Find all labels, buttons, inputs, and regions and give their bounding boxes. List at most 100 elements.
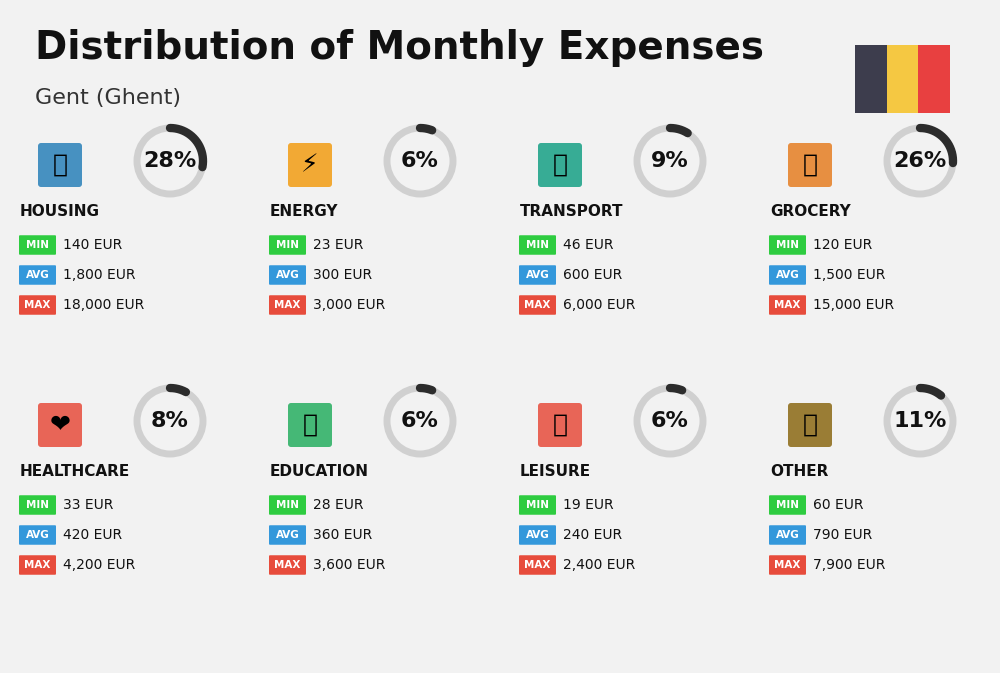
FancyBboxPatch shape bbox=[769, 295, 806, 315]
Text: 60 EUR: 60 EUR bbox=[813, 498, 864, 512]
FancyBboxPatch shape bbox=[538, 403, 582, 447]
Text: 6%: 6% bbox=[651, 411, 689, 431]
Text: 3,600 EUR: 3,600 EUR bbox=[313, 558, 385, 572]
Text: 🛍: 🛍 bbox=[552, 413, 568, 437]
Text: 6%: 6% bbox=[401, 411, 439, 431]
Text: TRANSPORT: TRANSPORT bbox=[520, 203, 624, 219]
FancyBboxPatch shape bbox=[519, 525, 556, 544]
Text: 8%: 8% bbox=[151, 411, 189, 431]
FancyBboxPatch shape bbox=[269, 236, 306, 255]
Text: 1,800 EUR: 1,800 EUR bbox=[63, 268, 136, 282]
FancyBboxPatch shape bbox=[269, 295, 306, 315]
Text: 15,000 EUR: 15,000 EUR bbox=[813, 298, 894, 312]
Text: 1,500 EUR: 1,500 EUR bbox=[813, 268, 885, 282]
Text: MIN: MIN bbox=[776, 240, 799, 250]
Text: 2,400 EUR: 2,400 EUR bbox=[563, 558, 635, 572]
FancyBboxPatch shape bbox=[38, 143, 82, 187]
Text: HEALTHCARE: HEALTHCARE bbox=[20, 464, 130, 479]
Text: HOUSING: HOUSING bbox=[20, 203, 100, 219]
FancyBboxPatch shape bbox=[288, 403, 332, 447]
FancyBboxPatch shape bbox=[19, 495, 56, 515]
Text: GROCERY: GROCERY bbox=[770, 203, 851, 219]
Text: MIN: MIN bbox=[26, 500, 49, 510]
Text: AVG: AVG bbox=[26, 530, 49, 540]
Text: 33 EUR: 33 EUR bbox=[63, 498, 113, 512]
Text: 28 EUR: 28 EUR bbox=[313, 498, 364, 512]
Text: 140 EUR: 140 EUR bbox=[63, 238, 122, 252]
FancyBboxPatch shape bbox=[19, 295, 56, 315]
Text: 28%: 28% bbox=[143, 151, 197, 171]
Text: AVG: AVG bbox=[526, 270, 549, 280]
FancyBboxPatch shape bbox=[19, 555, 56, 575]
Text: MIN: MIN bbox=[526, 240, 549, 250]
Text: ❤: ❤ bbox=[50, 413, 70, 437]
FancyBboxPatch shape bbox=[288, 143, 332, 187]
Text: 🛒: 🛒 bbox=[802, 153, 818, 177]
Text: 790 EUR: 790 EUR bbox=[813, 528, 872, 542]
FancyBboxPatch shape bbox=[855, 45, 887, 113]
Text: 🏢: 🏢 bbox=[52, 153, 68, 177]
Text: MIN: MIN bbox=[526, 500, 549, 510]
FancyBboxPatch shape bbox=[788, 143, 832, 187]
Text: ⚡: ⚡ bbox=[301, 153, 319, 177]
FancyBboxPatch shape bbox=[769, 265, 806, 285]
Text: 420 EUR: 420 EUR bbox=[63, 528, 122, 542]
FancyBboxPatch shape bbox=[887, 45, 918, 113]
Text: MAX: MAX bbox=[774, 560, 801, 570]
Text: 🚌: 🚌 bbox=[552, 153, 568, 177]
Text: ENERGY: ENERGY bbox=[270, 203, 338, 219]
Text: Distribution of Monthly Expenses: Distribution of Monthly Expenses bbox=[35, 29, 764, 67]
FancyBboxPatch shape bbox=[19, 265, 56, 285]
Text: MAX: MAX bbox=[524, 300, 551, 310]
FancyBboxPatch shape bbox=[519, 236, 556, 255]
FancyBboxPatch shape bbox=[519, 265, 556, 285]
Text: AVG: AVG bbox=[276, 270, 299, 280]
FancyBboxPatch shape bbox=[269, 555, 306, 575]
Text: AVG: AVG bbox=[776, 270, 799, 280]
Text: 6,000 EUR: 6,000 EUR bbox=[563, 298, 635, 312]
Text: 4,200 EUR: 4,200 EUR bbox=[63, 558, 135, 572]
Text: AVG: AVG bbox=[526, 530, 549, 540]
FancyBboxPatch shape bbox=[269, 495, 306, 515]
Text: 26%: 26% bbox=[893, 151, 947, 171]
Text: MIN: MIN bbox=[276, 240, 299, 250]
FancyBboxPatch shape bbox=[769, 555, 806, 575]
FancyBboxPatch shape bbox=[769, 525, 806, 544]
FancyBboxPatch shape bbox=[519, 295, 556, 315]
Text: Gent (Ghent): Gent (Ghent) bbox=[35, 88, 181, 108]
Text: LEISURE: LEISURE bbox=[520, 464, 591, 479]
Text: 🎓: 🎓 bbox=[302, 413, 318, 437]
Text: 360 EUR: 360 EUR bbox=[313, 528, 372, 542]
Text: MIN: MIN bbox=[776, 500, 799, 510]
FancyBboxPatch shape bbox=[538, 143, 582, 187]
Text: MIN: MIN bbox=[26, 240, 49, 250]
Text: AVG: AVG bbox=[26, 270, 49, 280]
FancyBboxPatch shape bbox=[918, 45, 950, 113]
Text: AVG: AVG bbox=[276, 530, 299, 540]
Text: 6%: 6% bbox=[401, 151, 439, 171]
Text: 3,000 EUR: 3,000 EUR bbox=[313, 298, 385, 312]
Text: MAX: MAX bbox=[24, 560, 51, 570]
Text: 7,900 EUR: 7,900 EUR bbox=[813, 558, 885, 572]
FancyBboxPatch shape bbox=[519, 495, 556, 515]
FancyBboxPatch shape bbox=[38, 403, 82, 447]
Text: 11%: 11% bbox=[893, 411, 947, 431]
Text: EDUCATION: EDUCATION bbox=[270, 464, 369, 479]
FancyBboxPatch shape bbox=[19, 236, 56, 255]
FancyBboxPatch shape bbox=[269, 265, 306, 285]
FancyBboxPatch shape bbox=[519, 555, 556, 575]
Text: 💰: 💰 bbox=[802, 413, 818, 437]
Text: MAX: MAX bbox=[24, 300, 51, 310]
FancyBboxPatch shape bbox=[788, 403, 832, 447]
Text: 600 EUR: 600 EUR bbox=[563, 268, 622, 282]
Text: 300 EUR: 300 EUR bbox=[313, 268, 372, 282]
Text: MAX: MAX bbox=[524, 560, 551, 570]
Text: 120 EUR: 120 EUR bbox=[813, 238, 872, 252]
Text: 240 EUR: 240 EUR bbox=[563, 528, 622, 542]
FancyBboxPatch shape bbox=[19, 525, 56, 544]
Text: 19 EUR: 19 EUR bbox=[563, 498, 614, 512]
FancyBboxPatch shape bbox=[769, 495, 806, 515]
Text: AVG: AVG bbox=[776, 530, 799, 540]
FancyBboxPatch shape bbox=[269, 525, 306, 544]
Text: 46 EUR: 46 EUR bbox=[563, 238, 614, 252]
